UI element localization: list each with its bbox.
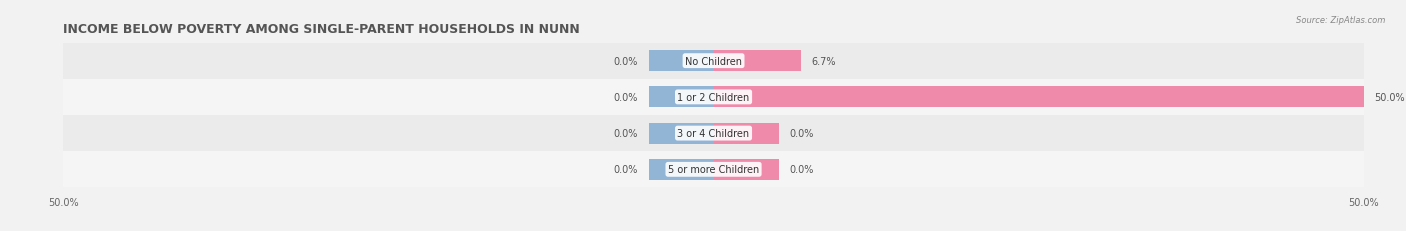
Text: 6.7%: 6.7% — [811, 56, 835, 66]
Bar — [648, 51, 713, 72]
Bar — [648, 87, 713, 108]
Bar — [63, 79, 1364, 116]
Text: INCOME BELOW POVERTY AMONG SINGLE-PARENT HOUSEHOLDS IN NUNN: INCOME BELOW POVERTY AMONG SINGLE-PARENT… — [63, 23, 581, 36]
Bar — [63, 152, 1364, 188]
Bar — [63, 116, 1364, 152]
Bar — [713, 159, 779, 180]
Text: 0.0%: 0.0% — [614, 165, 638, 175]
Bar — [713, 51, 800, 72]
Bar — [713, 87, 1364, 108]
Text: 0.0%: 0.0% — [614, 128, 638, 139]
Text: 0.0%: 0.0% — [789, 165, 813, 175]
Text: 5 or more Children: 5 or more Children — [668, 165, 759, 175]
Text: 50.0%: 50.0% — [1374, 92, 1405, 103]
Text: 3 or 4 Children: 3 or 4 Children — [678, 128, 749, 139]
Bar — [713, 123, 779, 144]
Bar — [648, 123, 713, 144]
Text: 0.0%: 0.0% — [614, 56, 638, 66]
Text: 1 or 2 Children: 1 or 2 Children — [678, 92, 749, 103]
Text: No Children: No Children — [685, 56, 742, 66]
Text: Source: ZipAtlas.com: Source: ZipAtlas.com — [1295, 16, 1385, 25]
Bar — [63, 43, 1364, 79]
Text: 0.0%: 0.0% — [789, 128, 813, 139]
Text: 0.0%: 0.0% — [614, 92, 638, 103]
Bar — [648, 159, 713, 180]
